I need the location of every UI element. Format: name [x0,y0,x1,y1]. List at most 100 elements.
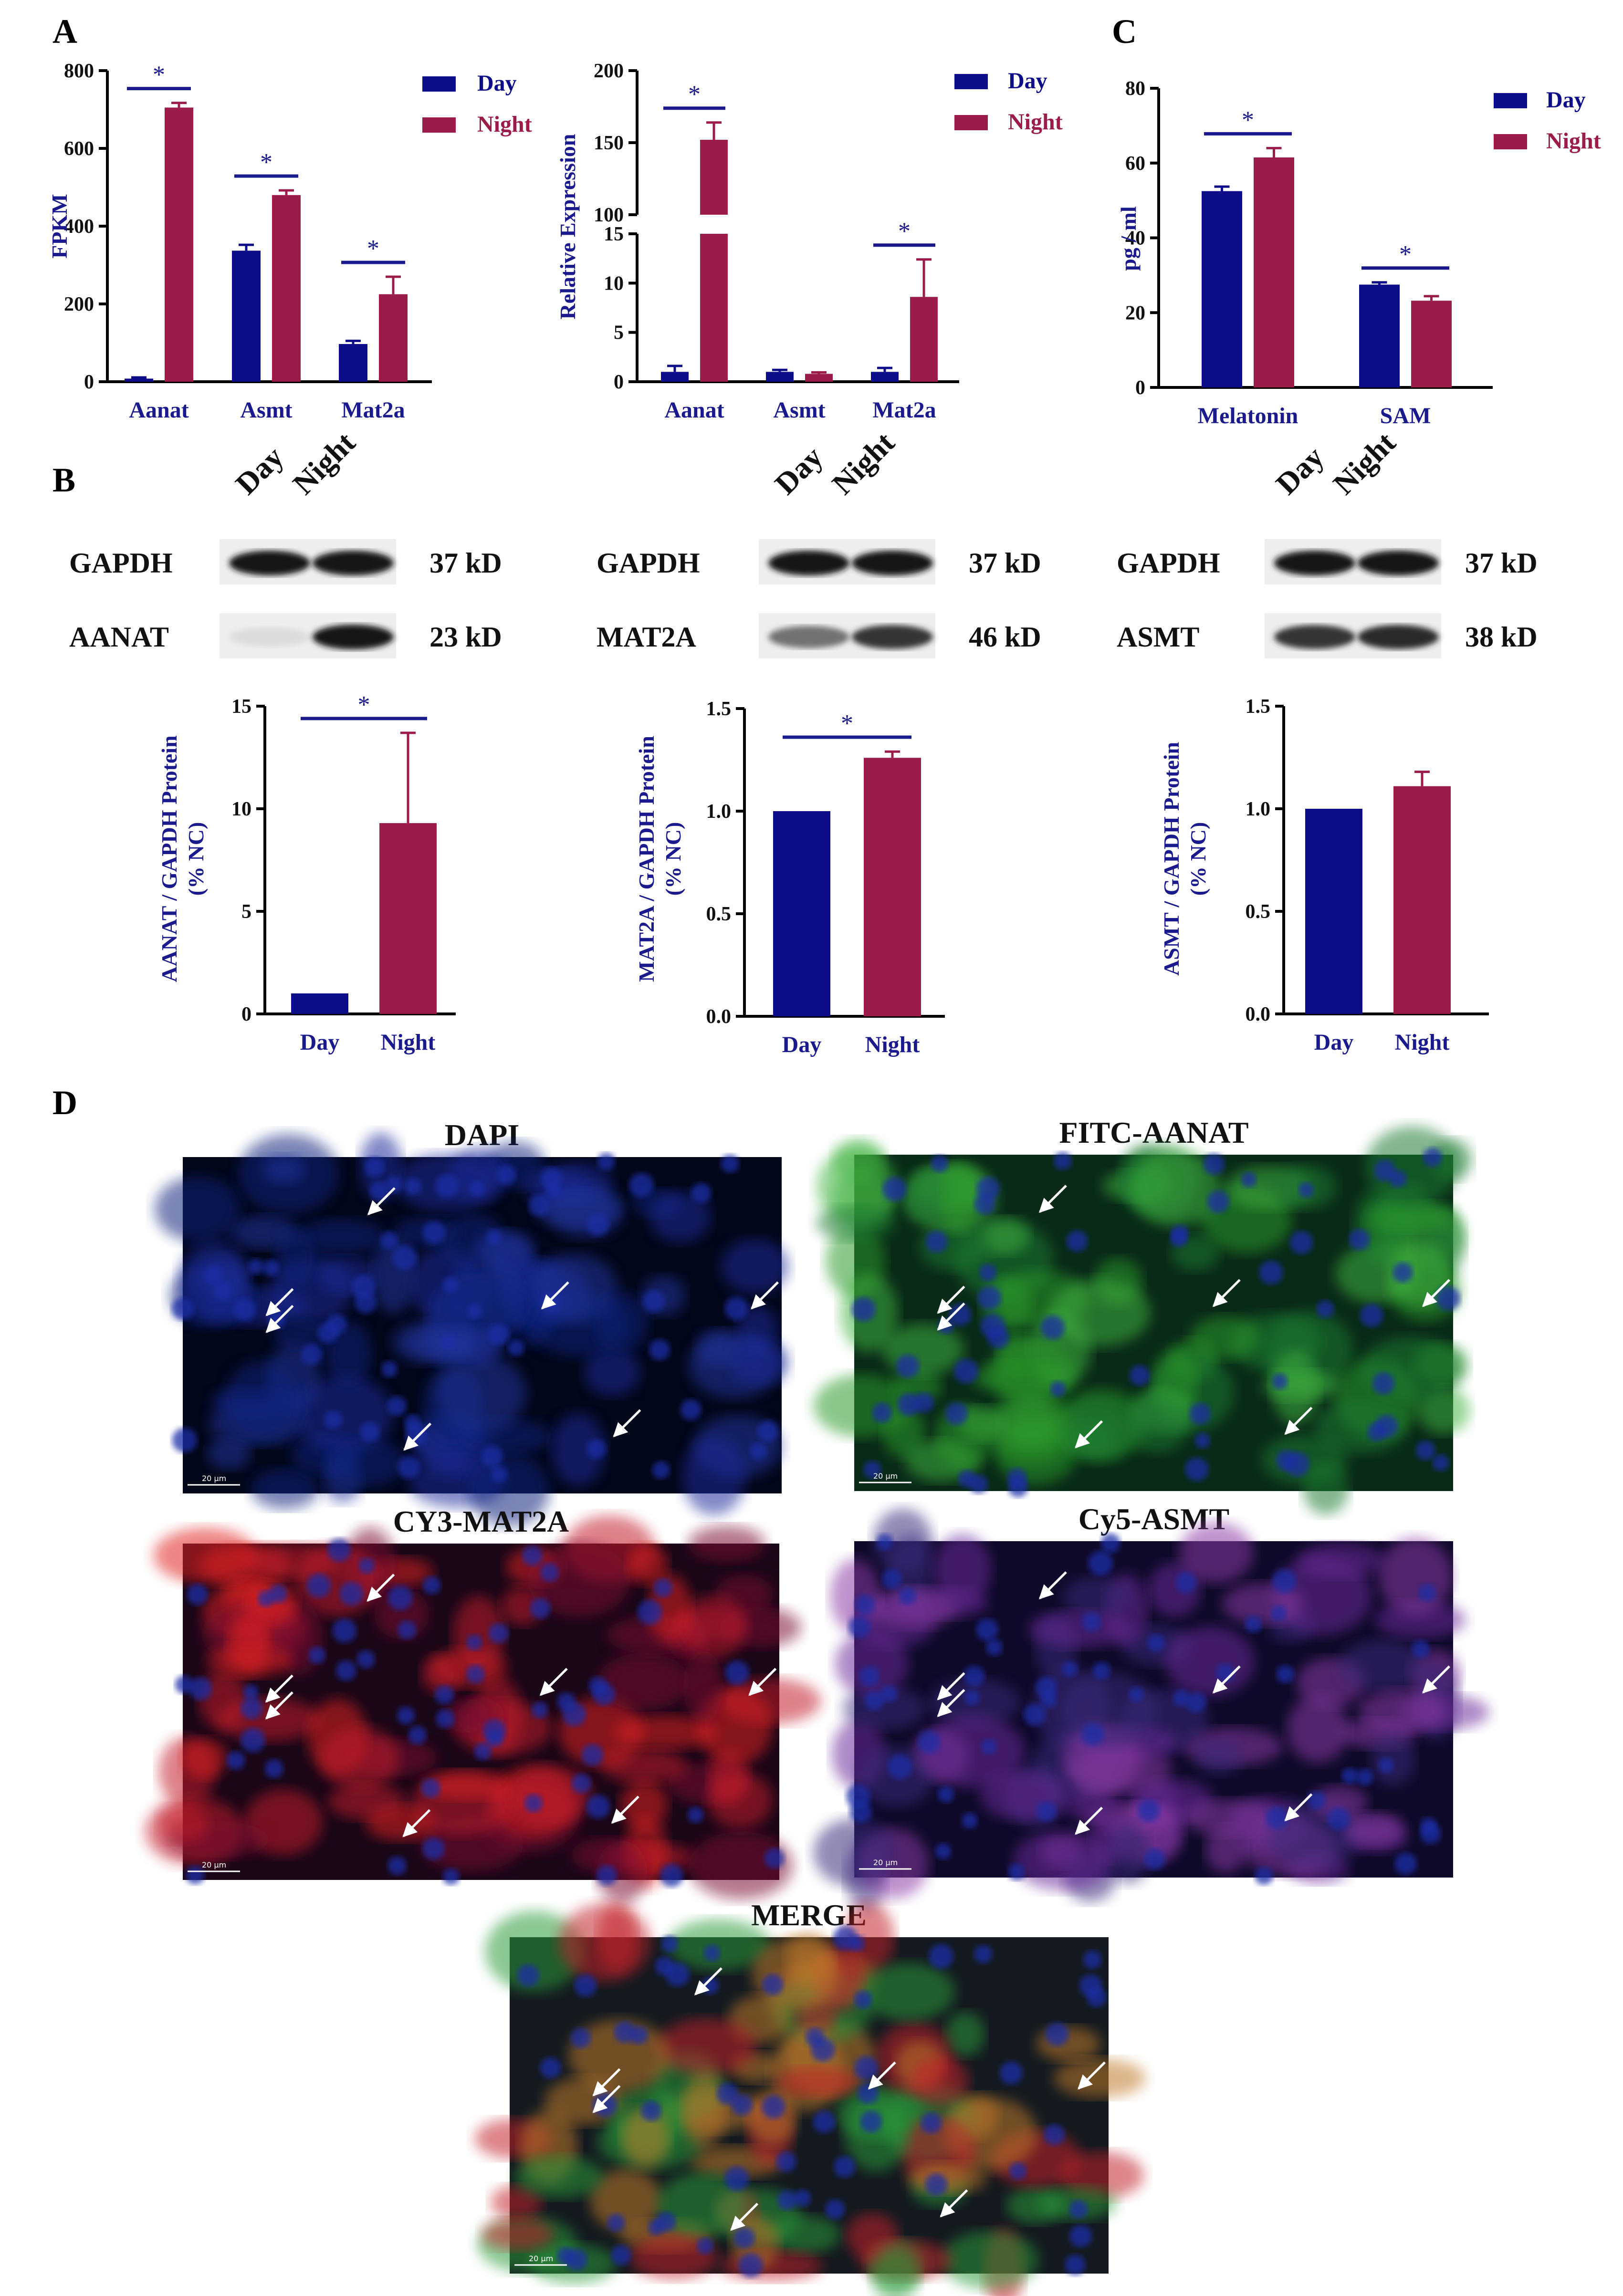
nucleus [241,1697,262,1719]
tissue-signal [597,1904,637,1972]
tissue-signal [597,1653,690,1711]
legend-label-night: Night [1008,109,1063,135]
tissue-signal [987,1391,1076,1463]
tissue-signal [1195,1739,1241,1775]
lane-label: Night [1327,425,1403,501]
nucleus [859,1666,880,1687]
micrograph-fitc: 20 μm [814,1126,1472,1515]
tissue-signal [866,1587,957,1628]
tissue-signal [1339,1639,1426,1691]
y-tick-label: 15 [231,696,251,718]
tissue-signal [590,2169,662,2232]
y-tick-label: 600 [64,138,94,160]
y-tick-label: 1.0 [706,801,732,823]
tissue-signal [435,1273,533,1340]
tissue-signal [1130,1149,1221,1227]
tissue-signal [882,1407,925,1458]
nucleus [962,1813,978,1829]
nucleus [849,1935,865,1952]
fpkm-bar-chart: 0 200 400 600 800 FPKM * Aanat * Asmt * Mat2a Day Nig… [47,60,532,423]
tissue-signal [728,1339,789,1385]
nucleus [233,1298,256,1321]
nucleus [969,1474,988,1493]
nucleus [716,2083,739,2105]
y-tick-label: 0 [241,1003,251,1025]
nucleus [725,1660,750,1685]
nucleus [880,1685,898,1702]
tissue-signal [721,1239,789,1294]
nucleus [1069,2225,1092,2247]
nucleus [655,1956,674,1976]
nucleus [1170,1230,1187,1247]
nucleus [387,1856,407,1875]
tissue-signal [620,1780,668,1830]
nucleus [474,1742,492,1760]
category-label: Night [381,1030,436,1055]
nucleus [1307,1791,1326,1809]
nucleus [642,1290,665,1313]
nucleus [937,1786,954,1803]
blot-band [313,551,394,575]
tissue-signal [155,1176,241,1242]
nucleus [1023,1703,1046,1726]
tissue-signal [813,1818,895,1887]
day-bar [125,378,153,382]
tissue-signal [1379,1537,1453,1616]
tissue-signal [273,1319,333,1350]
tissue-signal [903,1169,953,1219]
tissue-signal [595,1292,649,1354]
nucleus [486,1230,502,1245]
nucleus [697,2237,713,2254]
category-label: Night [865,1032,920,1057]
tissue-signal [768,2215,840,2254]
tissue-signal [794,2000,836,2036]
nucleus [204,1266,223,1285]
nucleus [1255,1867,1273,1885]
nucleus [574,1974,597,1997]
y-axis-label: pg / ml [1116,206,1141,271]
nucleus [1045,2022,1069,2046]
category-label: Day [1314,1030,1354,1055]
blot-band [229,551,310,575]
nucleus [524,1794,543,1813]
nucleus [422,1221,446,1244]
nucleus [896,1354,920,1378]
nucleus [358,1557,375,1574]
nucleus [976,1618,998,1641]
cell-arrow [1075,1806,1103,1835]
nucleus [1100,1533,1120,1553]
tissue-signal [1182,1799,1281,1836]
tissue-signal [1358,1689,1448,1734]
tissue-signal [945,2012,985,2056]
nucleus [522,1545,543,1566]
blot-size-label: 37 kD [1465,547,1538,579]
y-tick-label: 40 [1125,228,1145,250]
tissue-signal [1387,1243,1453,1306]
y-axis-label: (% NC) [661,822,685,896]
nucleus [872,1402,892,1423]
blot-protein-label: GAPDH [1117,547,1220,579]
asmt-protein-bar-chart: 0.0 0.5 1.0 1.5 ASMT / GAPDH Protein (% NC) Da… [1159,696,1489,1055]
night-bar [1254,157,1294,387]
tissue-signal [667,1919,771,1971]
nucleus [243,1684,259,1700]
nucleus [851,1297,876,1322]
lane-label: Day [1269,440,1330,501]
y-axis-label: MAT2A / GAPDH Protein [634,736,659,982]
nucleus [1298,1182,1314,1198]
nucleus [308,1646,326,1664]
tissue-signal [1165,1626,1255,1697]
nucleus [436,1709,455,1728]
nucleus [213,1282,232,1300]
nucleus [1044,2124,1065,2145]
nucleus [929,1944,953,1969]
day-bar [1202,191,1242,387]
nucleus [1356,1768,1373,1785]
micrograph-cy3: 20 μm [145,1515,821,1904]
nucleus [1316,1300,1334,1318]
tissue-signal [777,2067,859,2098]
day-bar [232,250,261,382]
cell-arrow [868,2061,896,2090]
nucleus [517,1964,540,1986]
tissue-signal [1371,1733,1415,1786]
